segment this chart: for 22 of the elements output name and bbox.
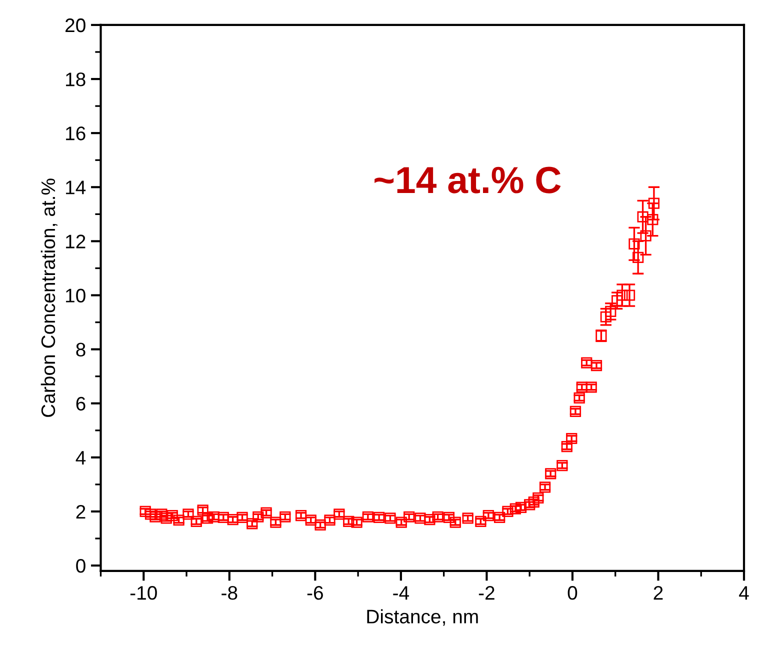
y-axis-title: Carbon Concentration, at.% — [40, 178, 58, 417]
x-tick-label: -4 — [393, 586, 410, 600]
y-tick-label: 8 — [76, 342, 86, 357]
x-tick-label: 4 — [739, 586, 749, 600]
y-tick-label: 10 — [66, 288, 86, 302]
y-tick-label: 6 — [76, 396, 86, 411]
y-tick-label: 18 — [66, 72, 86, 86]
x-tick-label: 2 — [654, 586, 663, 600]
x-tick-label: -6 — [307, 586, 323, 600]
x-axis-title: Distance, nm — [367, 609, 478, 626]
x-tick-label: -8 — [222, 586, 238, 600]
annotation: ~14 at.% C — [374, 166, 561, 194]
x-tick-label: -2 — [478, 586, 494, 600]
x-tick-label: 0 — [568, 586, 578, 600]
x-tick-label: -10 — [130, 586, 157, 600]
y-tick-label: 0 — [76, 558, 86, 573]
y-tick-label: 20 — [66, 18, 86, 32]
y-tick-label: 16 — [66, 126, 86, 140]
y-tick-label: 2 — [76, 504, 86, 519]
y-tick-label: 4 — [76, 451, 86, 464]
y-tick-label: 14 — [66, 180, 86, 194]
y-tick-label: 12 — [66, 234, 86, 248]
